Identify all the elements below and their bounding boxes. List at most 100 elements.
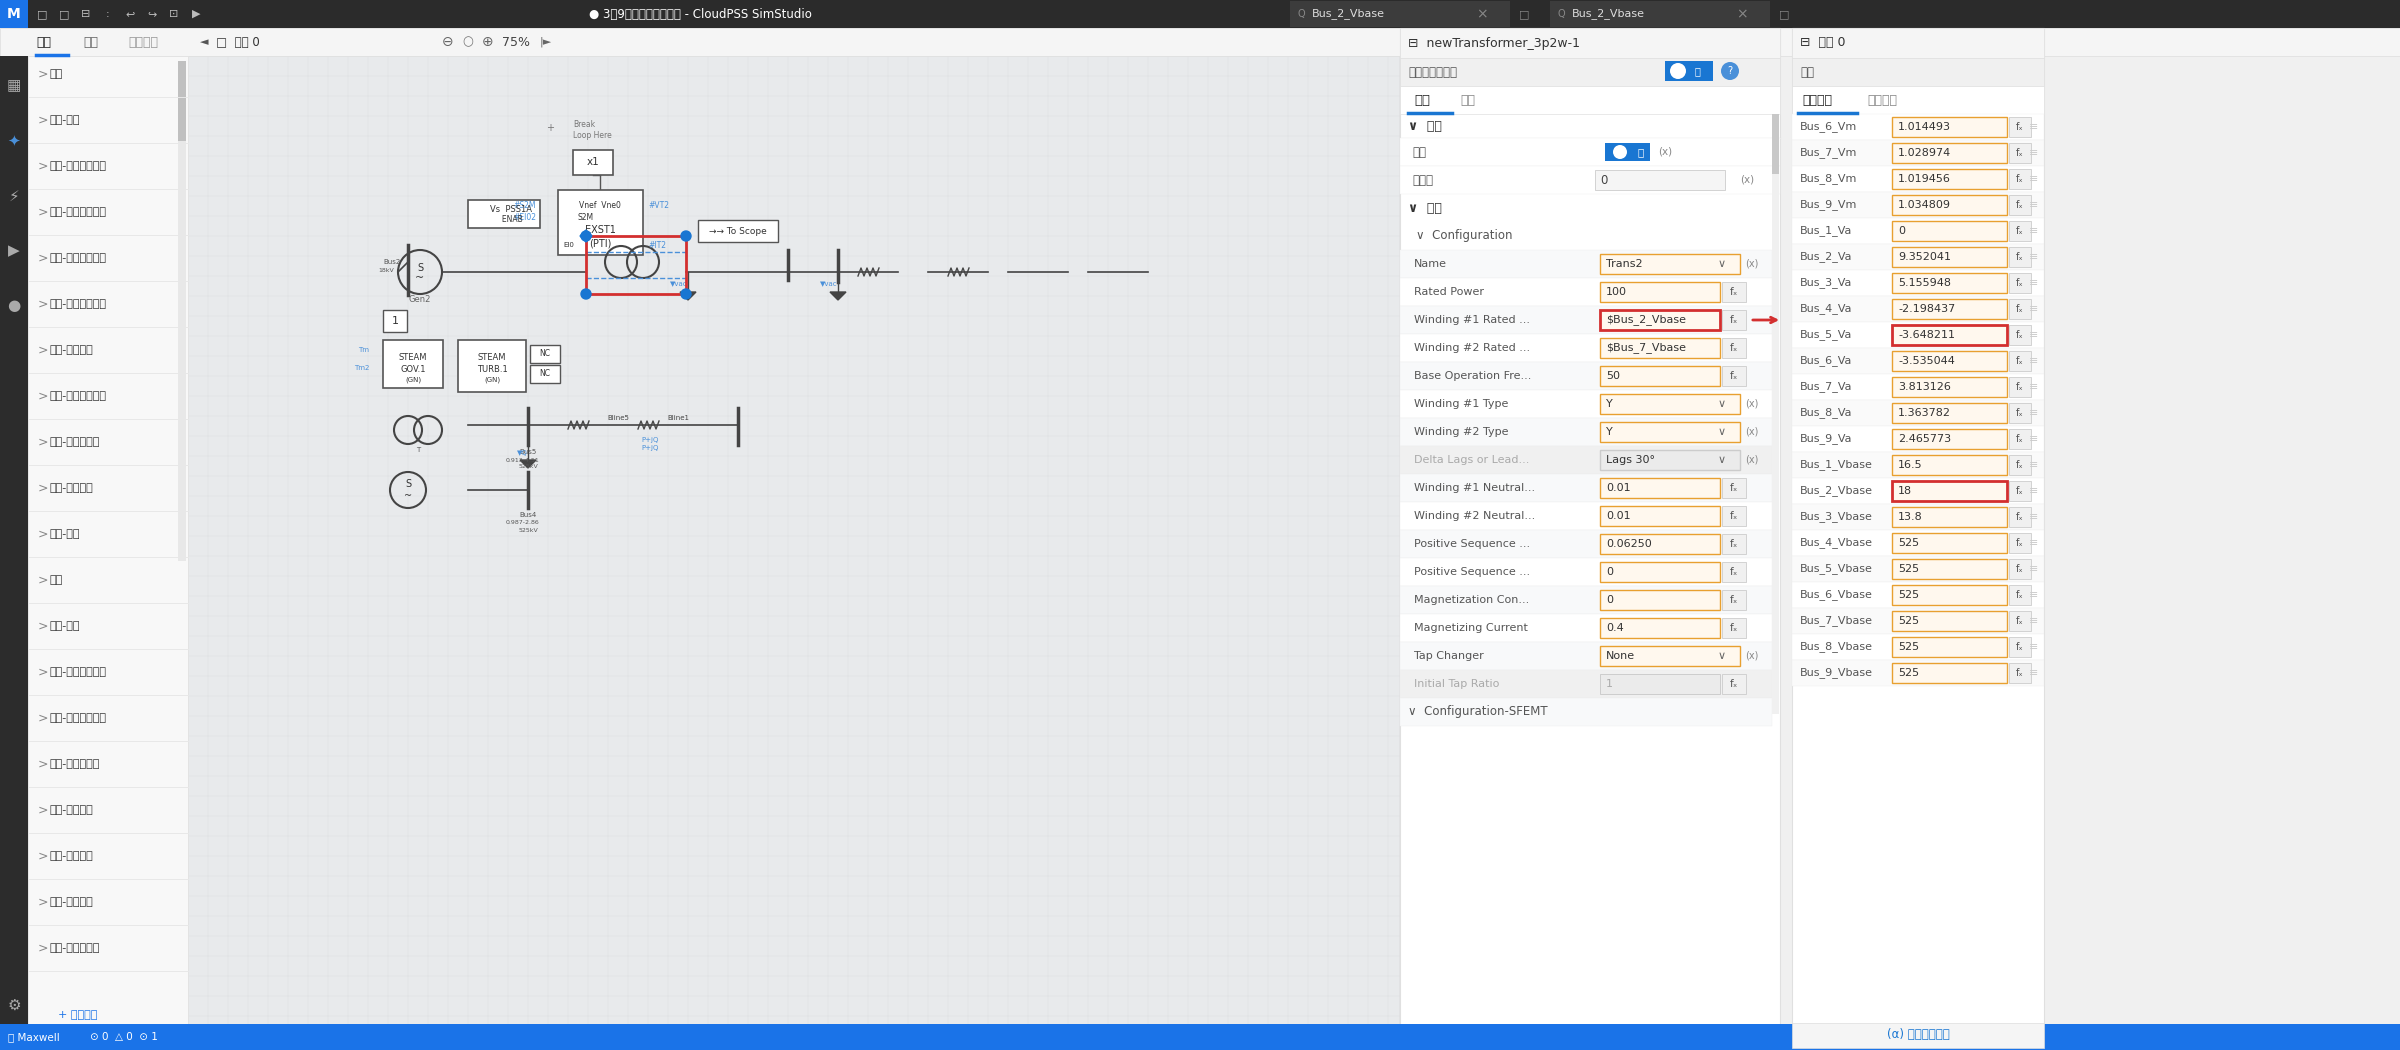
Text: Bus_2_Vbase: Bus_2_Vbase — [1313, 8, 1385, 20]
Text: 1.363782: 1.363782 — [1898, 408, 1951, 418]
Text: fₓ: fₓ — [2016, 174, 2023, 184]
FancyBboxPatch shape — [557, 190, 643, 255]
Text: Bus_8_Va: Bus_8_Va — [1800, 407, 1853, 419]
Text: >: > — [38, 160, 48, 172]
FancyBboxPatch shape — [1891, 377, 2006, 397]
Text: Initial Tap Ratio: Initial Tap Ratio — [1414, 679, 1500, 689]
Text: ×: × — [1735, 7, 1747, 21]
FancyBboxPatch shape — [1891, 351, 2006, 371]
Text: Bus_3_Va: Bus_3_Va — [1800, 277, 1853, 289]
FancyBboxPatch shape — [1723, 674, 1747, 694]
Text: 525: 525 — [1898, 564, 1920, 574]
Text: ⊙ 0  △ 0  ⊙ 1: ⊙ 0 △ 0 ⊙ 1 — [91, 1032, 158, 1042]
Text: ≡: ≡ — [2030, 252, 2038, 262]
Text: 电气-三相交流元件: 电气-三相交流元件 — [50, 299, 108, 309]
Text: ▶: ▶ — [192, 9, 199, 19]
FancyBboxPatch shape — [1723, 562, 1747, 582]
Text: 控制-数字信号: 控制-数字信号 — [50, 850, 94, 861]
FancyBboxPatch shape — [1601, 562, 1721, 582]
Text: #S2M: #S2M — [514, 201, 535, 210]
Text: fₓ: fₓ — [1730, 595, 1738, 605]
FancyBboxPatch shape — [1723, 534, 1747, 554]
Text: Name: Name — [1414, 259, 1447, 269]
FancyBboxPatch shape — [1891, 585, 2006, 605]
Text: 525: 525 — [1898, 668, 1920, 678]
Text: ENAB: ENAB — [490, 215, 523, 225]
Text: 50: 50 — [1606, 371, 1620, 381]
FancyBboxPatch shape — [1550, 1, 1771, 27]
FancyBboxPatch shape — [0, 0, 29, 28]
Text: 18kV: 18kV — [379, 268, 394, 273]
Text: >: > — [38, 67, 48, 81]
Text: Bus_6_Vbase: Bus_6_Vbase — [1800, 589, 1872, 601]
FancyBboxPatch shape — [1793, 556, 2045, 582]
Text: >: > — [38, 390, 48, 402]
Text: (α) 新建全局变量: (α) 新建全局变量 — [1886, 1029, 1949, 1042]
Text: 全局变量: 全局变量 — [1802, 93, 1831, 106]
Text: Winding #2 Neutral...: Winding #2 Neutral... — [1414, 511, 1536, 521]
Text: ≡: ≡ — [2030, 356, 2038, 366]
FancyBboxPatch shape — [1399, 138, 1781, 166]
FancyBboxPatch shape — [1891, 611, 2006, 631]
Text: ≡: ≡ — [2030, 668, 2038, 678]
Text: ●: ● — [7, 298, 22, 314]
Text: Bus_6_Va: Bus_6_Va — [1800, 356, 1853, 366]
FancyBboxPatch shape — [1399, 278, 1771, 306]
FancyBboxPatch shape — [1601, 506, 1721, 526]
FancyBboxPatch shape — [2009, 663, 2030, 682]
Text: 👤 Maxwell: 👤 Maxwell — [7, 1032, 60, 1042]
Text: Bline1: Bline1 — [667, 415, 689, 421]
FancyBboxPatch shape — [1601, 590, 1721, 610]
Text: 控制-线性传递函数: 控制-线性传递函数 — [50, 713, 108, 723]
Text: Lags 30°: Lags 30° — [1606, 455, 1656, 465]
Text: ▼vac: ▼vac — [670, 281, 689, 287]
Text: 启用: 启用 — [1411, 146, 1426, 159]
Text: >: > — [38, 620, 48, 632]
FancyBboxPatch shape — [1891, 637, 2006, 657]
Text: 0.4: 0.4 — [1606, 623, 1625, 633]
Text: ≡: ≡ — [2030, 512, 2038, 522]
FancyBboxPatch shape — [1793, 28, 2045, 58]
Text: 0: 0 — [1606, 595, 1613, 605]
FancyBboxPatch shape — [1601, 534, 1721, 554]
FancyBboxPatch shape — [1601, 282, 1721, 302]
Text: ⚙: ⚙ — [7, 998, 22, 1012]
FancyBboxPatch shape — [1793, 374, 2045, 400]
FancyBboxPatch shape — [1891, 663, 2006, 682]
FancyBboxPatch shape — [1793, 452, 2045, 478]
Text: fₓ: fₓ — [2016, 148, 2023, 158]
Text: 1.028974: 1.028974 — [1898, 148, 1951, 158]
Text: $Bus_7_Vbase: $Bus_7_Vbase — [1606, 342, 1685, 354]
Text: 75%: 75% — [502, 36, 530, 48]
Text: ∨  参数: ∨ 参数 — [1409, 202, 1442, 214]
Text: 0.01: 0.01 — [1606, 483, 1630, 493]
FancyBboxPatch shape — [0, 1024, 2400, 1050]
Text: >: > — [38, 113, 48, 126]
Text: 13.8: 13.8 — [1898, 512, 1922, 522]
FancyBboxPatch shape — [2009, 247, 2030, 267]
Text: Delta Lags or Lead...: Delta Lags or Lead... — [1414, 455, 1529, 465]
FancyBboxPatch shape — [530, 365, 559, 383]
Text: fₓ: fₓ — [2016, 538, 2023, 548]
FancyBboxPatch shape — [1891, 117, 2006, 136]
Text: >: > — [38, 482, 48, 495]
Text: Bus_2_Va: Bus_2_Va — [1800, 252, 1853, 262]
FancyBboxPatch shape — [1399, 642, 1771, 670]
Text: ✦: ✦ — [7, 133, 19, 148]
Text: Q: Q — [1298, 9, 1306, 19]
Text: ?: ? — [1728, 66, 1733, 76]
FancyBboxPatch shape — [384, 340, 444, 388]
Text: ∨: ∨ — [1718, 455, 1726, 465]
Text: ∨  Configuration: ∨ Configuration — [1416, 230, 1512, 243]
Text: fₓ: fₓ — [2016, 460, 2023, 470]
FancyBboxPatch shape — [1891, 507, 2006, 527]
Text: ≡: ≡ — [2030, 304, 2038, 314]
Text: Magnetizing Current: Magnetizing Current — [1414, 623, 1529, 633]
FancyBboxPatch shape — [698, 220, 778, 242]
Text: ≡: ≡ — [2030, 200, 2038, 210]
FancyBboxPatch shape — [1793, 400, 2045, 426]
Text: ≡: ≡ — [2030, 434, 2038, 444]
Text: Tm2: Tm2 — [353, 365, 370, 371]
Text: Bus_3_Vbase: Bus_3_Vbase — [1800, 511, 1872, 523]
Text: >: > — [38, 252, 48, 265]
